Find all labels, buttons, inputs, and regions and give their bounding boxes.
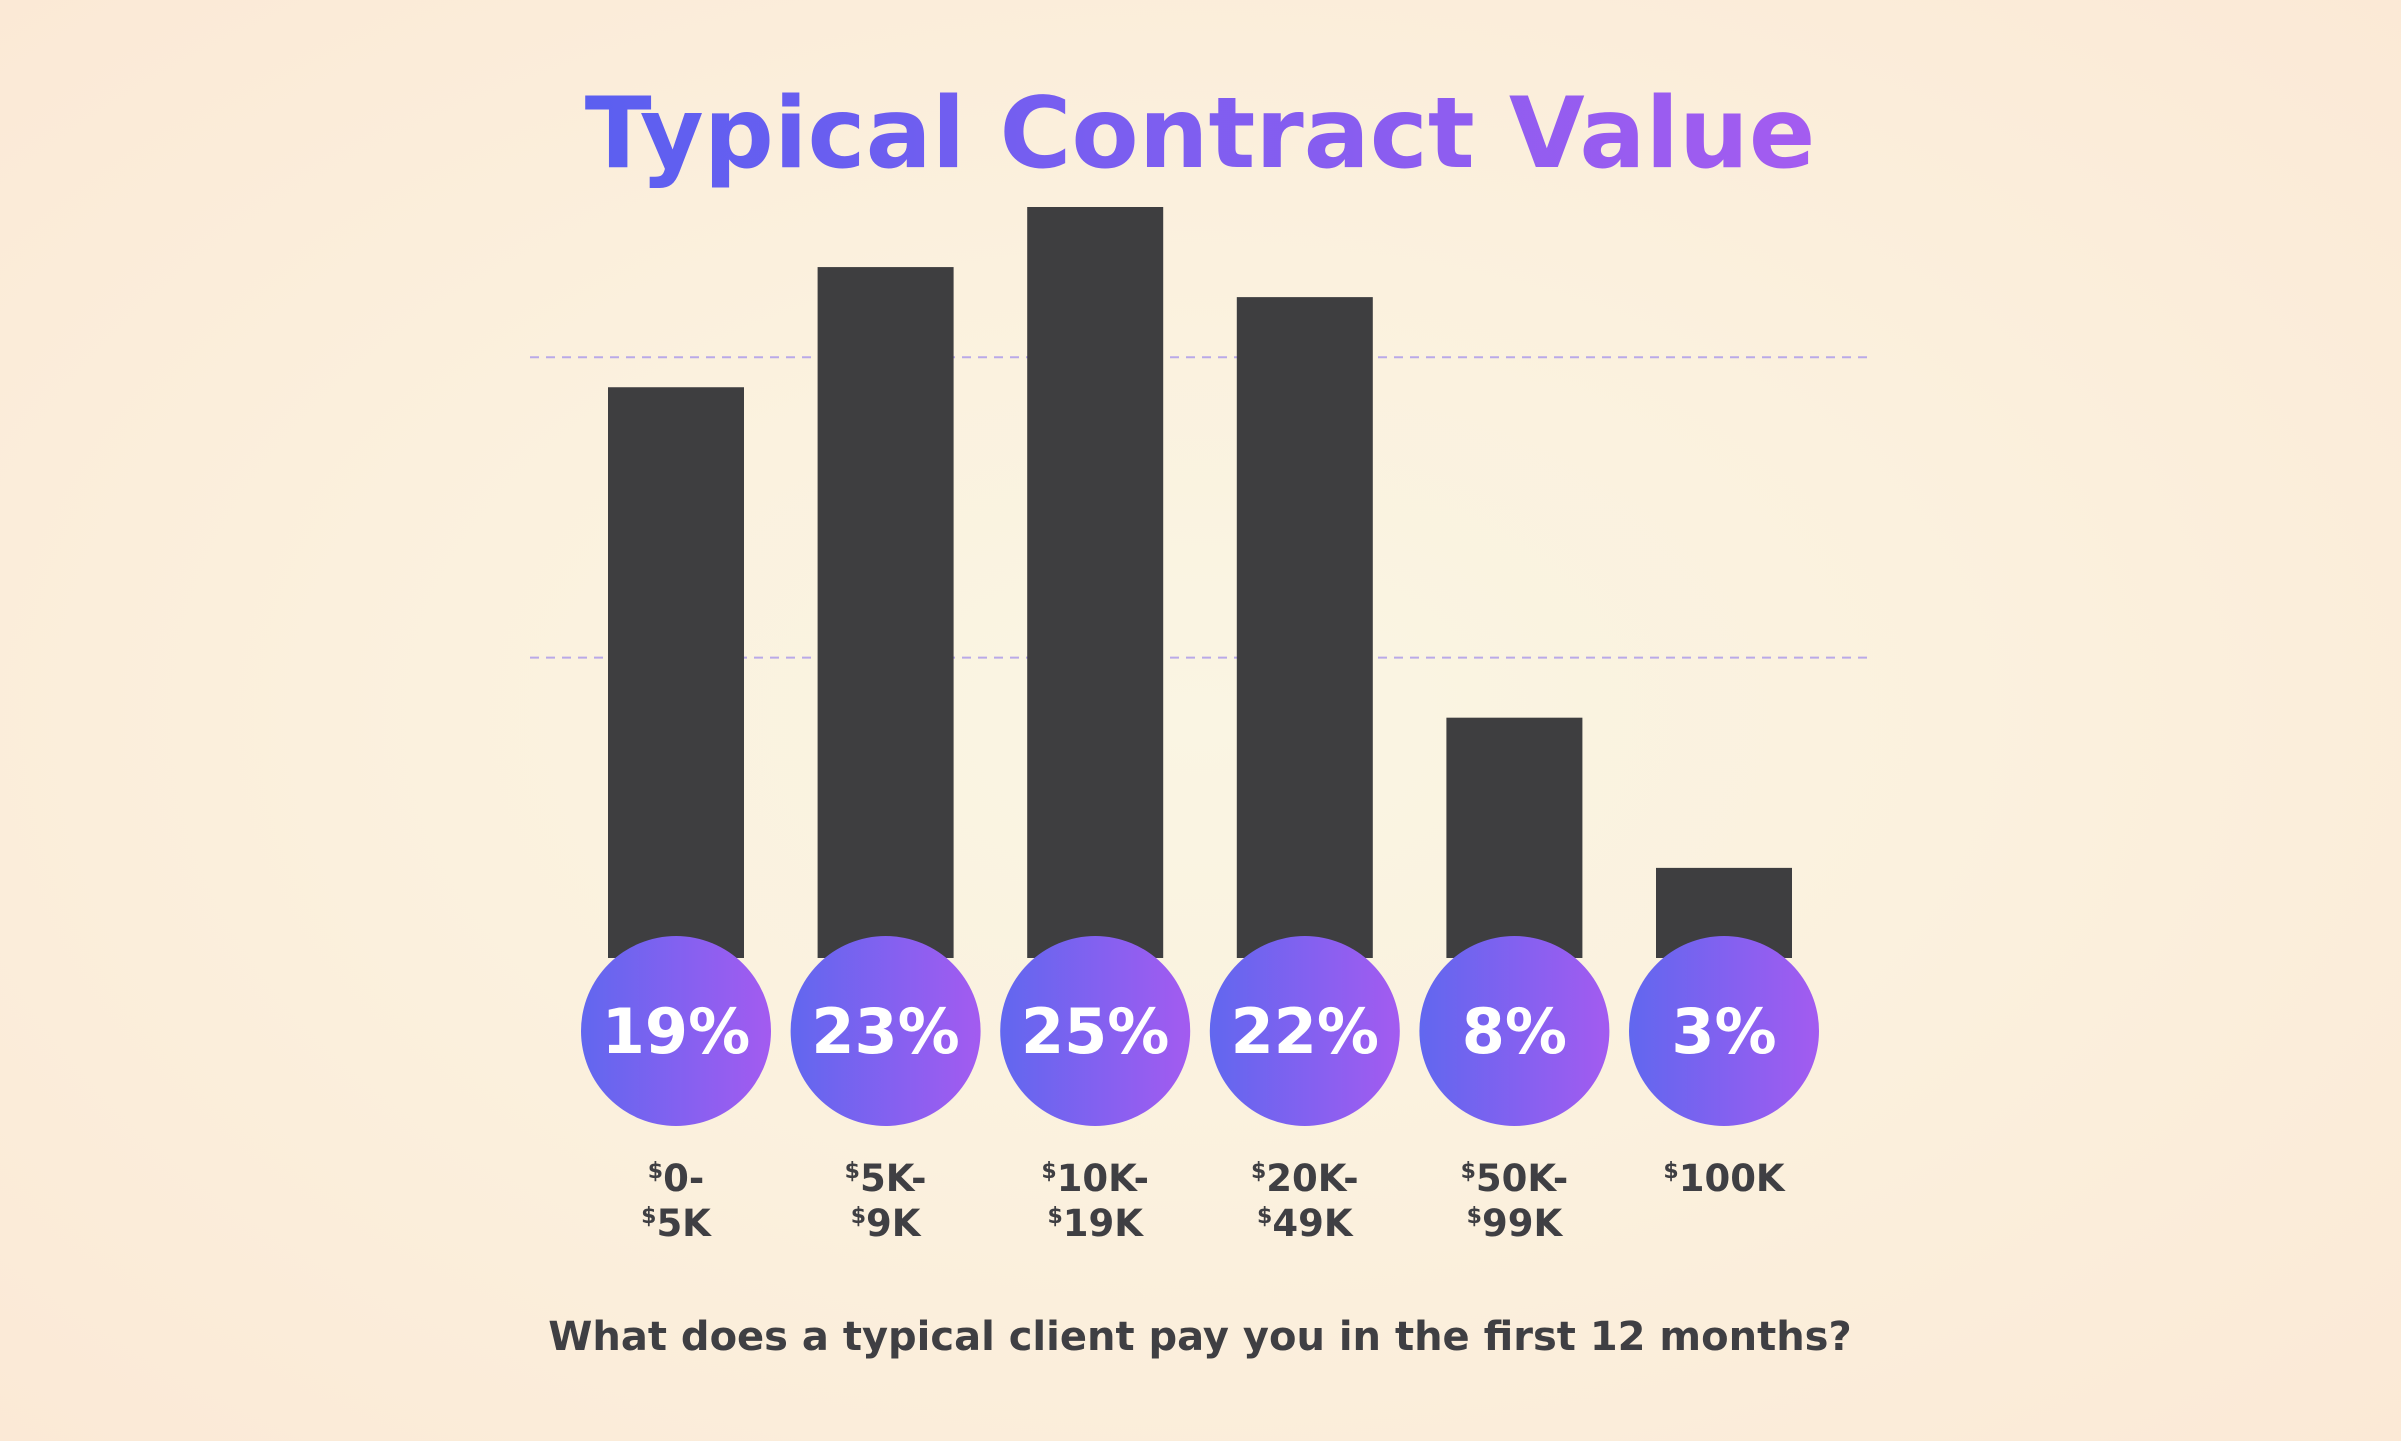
value-label-4: 8% xyxy=(1462,995,1567,1068)
bars xyxy=(608,207,1792,959)
value-label-0: 19% xyxy=(602,995,750,1068)
category-line-1-0: $5K- xyxy=(845,1157,927,1200)
value-badges: 19% 23% 25% 22% 8% 3% xyxy=(581,936,1819,1126)
category-line-0-1: $5K xyxy=(641,1202,712,1245)
value-label-1: 23% xyxy=(811,995,959,1068)
category-label-2: $10K-$19K xyxy=(1041,1157,1149,1245)
chart-title: Typical Contract Value xyxy=(585,77,1816,191)
value-badge-2 xyxy=(1000,936,1191,1126)
category-label-4: $50K-$99K xyxy=(1461,1157,1569,1245)
category-line-2-0: $10K- xyxy=(1041,1157,1149,1200)
category-line-4-1: $99K xyxy=(1467,1202,1564,1245)
bar-1 xyxy=(817,267,954,959)
category-line-3-0: $20K- xyxy=(1251,1157,1359,1200)
category-label-5: $100K xyxy=(1663,1157,1786,1200)
category-line-3-1: $49K xyxy=(1257,1202,1354,1245)
value-badge-3 xyxy=(1209,936,1400,1126)
category-label-3: $20K-$49K xyxy=(1251,1157,1359,1245)
value-label-2: 25% xyxy=(1021,995,1169,1068)
category-label-1: $5K-$9K xyxy=(845,1157,927,1245)
category-label-0: $0-$5K xyxy=(641,1157,712,1245)
bar-0 xyxy=(608,387,744,958)
category-line-4-0: $50K- xyxy=(1461,1157,1569,1200)
chart-subtitle: What does a typical client pay you in th… xyxy=(548,1314,1851,1360)
category-line-1-1: $9K xyxy=(851,1202,922,1245)
value-label-5: 3% xyxy=(1671,995,1776,1068)
value-badge-5 xyxy=(1629,936,1819,1126)
value-label-3: 22% xyxy=(1231,995,1379,1068)
value-badge-0 xyxy=(581,936,771,1126)
value-badge-4 xyxy=(1419,936,1610,1126)
category-line-5-0: $100K xyxy=(1663,1157,1786,1200)
bar-2 xyxy=(1027,207,1164,958)
value-badge-1 xyxy=(790,936,981,1126)
category-labels: $0-$5K $5K-$9K $10K-$19K $20K-$49K $50K-$99K… xyxy=(641,1157,1786,1245)
category-line-2-1: $19K xyxy=(1047,1202,1144,1245)
category-line-0-0: $0- xyxy=(648,1157,704,1200)
bar-3 xyxy=(1236,297,1373,958)
bar-4 xyxy=(1446,717,1583,958)
